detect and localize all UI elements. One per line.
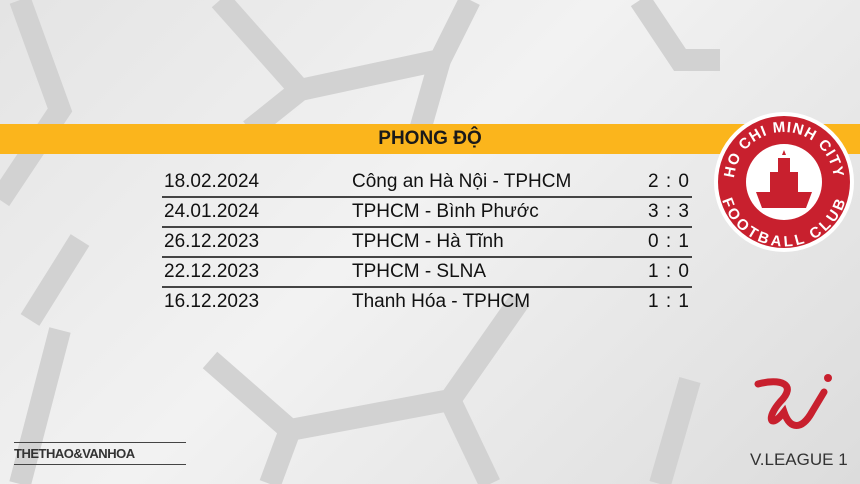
vleague-logo — [754, 374, 832, 429]
table-row: 18.02.2024 Công an Hà Nội - TPHCM 2 : 0 — [162, 168, 692, 198]
match-date: 22.12.2023 — [164, 261, 260, 282]
match-score: 1 : 0 — [648, 261, 690, 282]
match-date: 24.01.2024 — [164, 201, 260, 222]
match-score: 0 : 1 — [648, 231, 690, 252]
match-date: 26.12.2023 — [164, 231, 260, 252]
table-row: 16.12.2023 Thanh Hóa - TPHCM 1 : 1 — [162, 288, 692, 318]
match-score: 3 : 3 — [648, 201, 690, 222]
match-score: 2 : 0 — [648, 171, 690, 192]
match-teams: Thanh Hóa - TPHCM — [352, 291, 531, 312]
match-teams: TPHCM - Bình Phước — [352, 201, 539, 222]
table-row: 24.01.2024 TPHCM - Bình Phước 3 : 3 — [162, 198, 692, 228]
header-banner: PHONG ĐỘ — [0, 124, 860, 154]
publisher-logo: THETHAO&VANHOA — [14, 442, 186, 465]
match-date: 18.02.2024 — [164, 171, 260, 192]
match-score: 1 : 1 — [648, 291, 690, 312]
table-row: 26.12.2023 TPHCM - Hà Tĩnh 0 : 1 — [162, 228, 692, 258]
club-logo: HO CHI MINH CITY FOOTBALL CLUB — [714, 112, 854, 252]
page-title: PHONG ĐỘ — [378, 128, 482, 149]
match-teams: TPHCM - SLNA — [352, 261, 487, 282]
match-teams: TPHCM - Hà Tĩnh — [352, 231, 504, 252]
league-name: V.LEAGUE 1 — [750, 450, 848, 469]
results-table: 18.02.2024 Công an Hà Nội - TPHCM 2 : 0 … — [162, 168, 692, 318]
table-row: 22.12.2023 TPHCM - SLNA 1 : 0 — [162, 258, 692, 288]
match-teams: Công an Hà Nội - TPHCM — [352, 171, 572, 192]
match-date: 16.12.2023 — [164, 291, 260, 312]
